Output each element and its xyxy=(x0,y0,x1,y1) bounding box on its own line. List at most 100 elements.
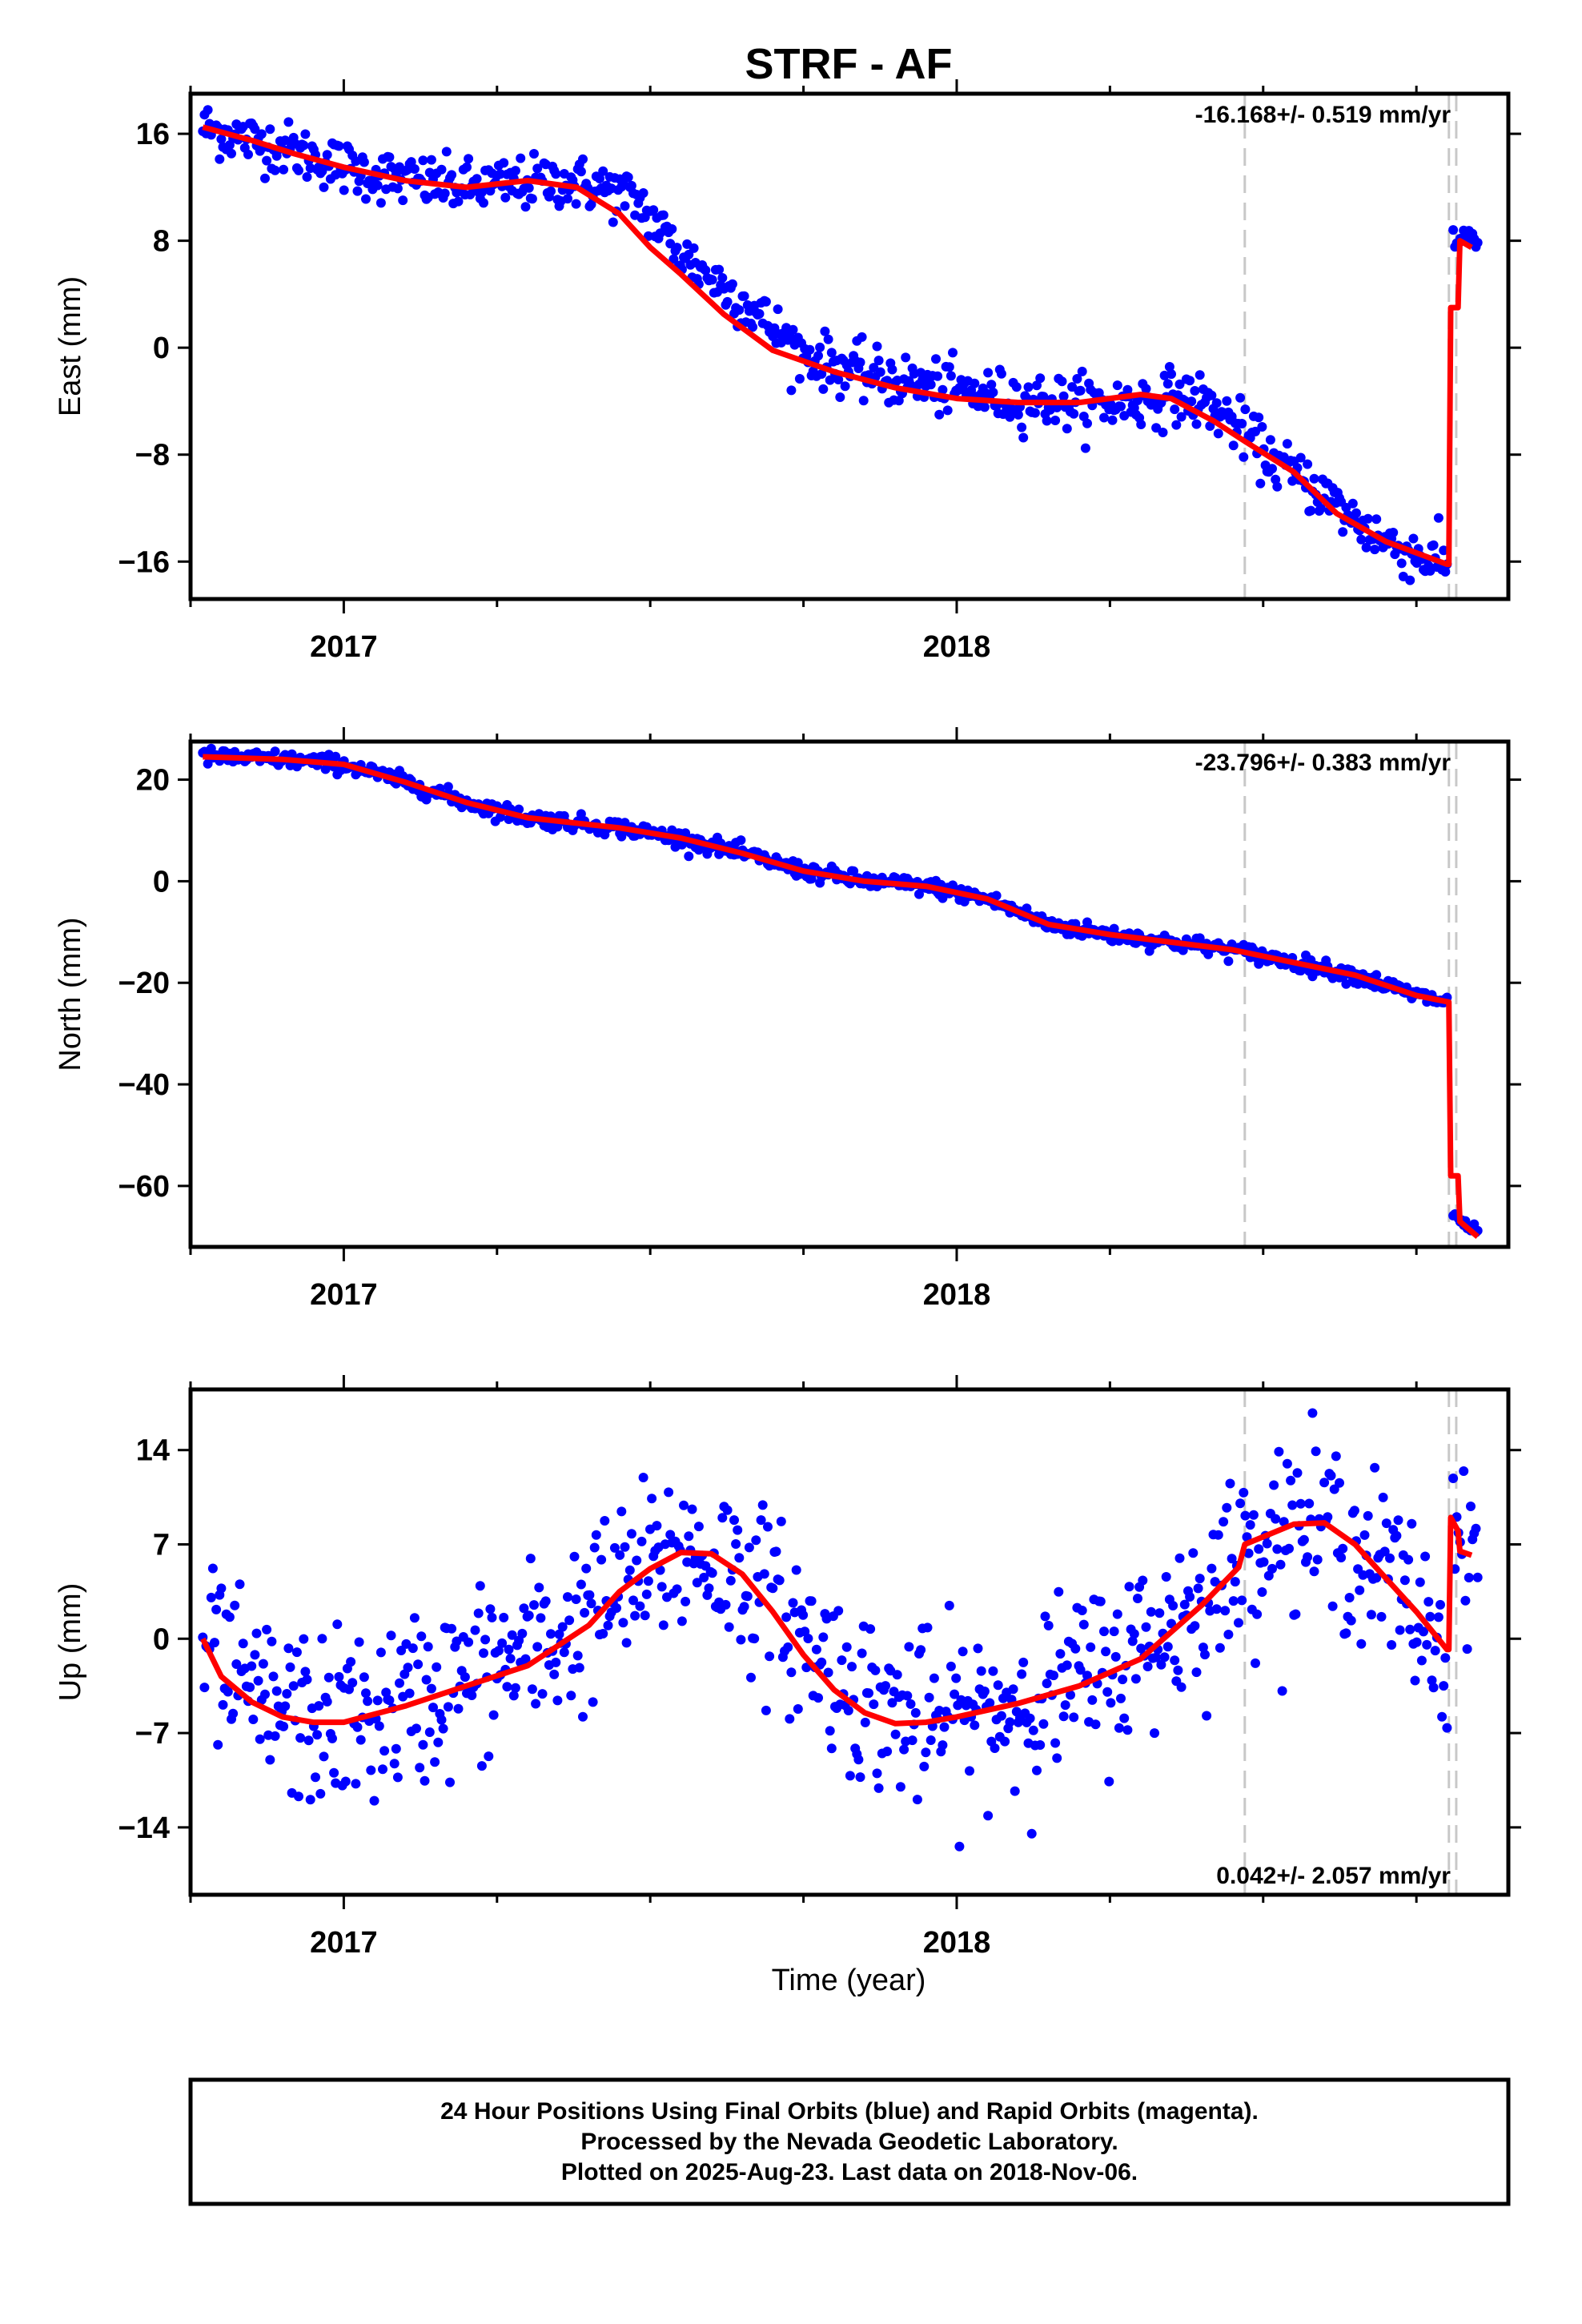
east-data-point xyxy=(761,296,771,307)
up-data-point xyxy=(783,1642,793,1652)
up-data-point xyxy=(389,1759,400,1769)
east-data-point xyxy=(938,384,948,395)
east-data-point xyxy=(794,374,805,384)
east-data-point xyxy=(1069,408,1079,419)
up-data-point xyxy=(699,1572,709,1582)
east-data-point xyxy=(1057,376,1067,387)
up-data-point xyxy=(1099,1626,1109,1637)
up-data-point xyxy=(248,1715,259,1724)
up-data-point xyxy=(302,1675,312,1685)
up-data-point xyxy=(223,1687,233,1697)
up-data-point xyxy=(245,1682,255,1692)
east-data-point xyxy=(1158,428,1168,437)
east-data-point xyxy=(1062,424,1072,434)
up-data-point xyxy=(1202,1711,1212,1721)
up-data-point xyxy=(1193,1583,1203,1594)
east-data-point xyxy=(453,196,464,207)
footer-line-3: Plotted on 2025-Aug-23. Last data on 201… xyxy=(561,2159,1138,2185)
north-data-point xyxy=(514,804,524,814)
up-data-point xyxy=(1363,1510,1373,1521)
north-data-point xyxy=(736,835,746,846)
east-data-point xyxy=(1211,398,1222,408)
east-data-point xyxy=(986,380,997,390)
up-data-point xyxy=(1101,1647,1111,1657)
up-data-point xyxy=(586,1598,596,1609)
up-data-point xyxy=(267,1636,277,1647)
up-data-point xyxy=(1286,1475,1296,1486)
up-data-point xyxy=(1166,1618,1176,1629)
up-data-point xyxy=(722,1505,733,1515)
up-data-point xyxy=(759,1569,769,1579)
east-data-point xyxy=(996,368,1006,379)
east-data-point xyxy=(1222,396,1232,406)
east-data-point xyxy=(563,194,572,204)
up-data-point xyxy=(598,1629,608,1638)
up-data-point xyxy=(505,1654,516,1664)
up-data-point xyxy=(833,1606,844,1616)
east-data-point xyxy=(339,185,349,195)
up-data-point xyxy=(1159,1652,1170,1663)
up-data-point xyxy=(1423,1597,1434,1607)
up-data-point xyxy=(1267,1563,1277,1574)
up-data-point xyxy=(1122,1725,1133,1735)
east-x-tick-label: 2018 xyxy=(923,630,991,664)
up-data-point xyxy=(218,1699,228,1710)
up-data-point xyxy=(255,1734,265,1744)
up-data-point xyxy=(806,1596,817,1606)
up-data-point xyxy=(993,1680,1003,1691)
east-data-point xyxy=(818,384,829,394)
up-data-point xyxy=(1291,1609,1301,1619)
east-data-point xyxy=(527,194,537,204)
up-data-point xyxy=(1129,1629,1139,1639)
north-plot-frame xyxy=(188,739,1511,1249)
east-data-point xyxy=(384,152,395,163)
up-data-point xyxy=(687,1504,697,1514)
up-data-point xyxy=(1239,1487,1249,1498)
up-data-point xyxy=(922,1622,933,1633)
up-rate-label: 0.042+/- 2.057 mm/yr xyxy=(1216,1863,1451,1889)
up-data-point xyxy=(363,1696,373,1707)
up-data-point xyxy=(1381,1518,1391,1529)
east-data-point xyxy=(510,166,520,176)
up-data-point xyxy=(1040,1611,1050,1622)
up-data-point xyxy=(1442,1723,1452,1733)
east-data-point xyxy=(532,163,543,174)
east-data-point xyxy=(875,367,885,377)
up-data-point xyxy=(1018,1657,1029,1667)
up-data-point xyxy=(1032,1765,1042,1775)
up-data-point xyxy=(899,1744,909,1755)
up-data-point xyxy=(1336,1553,1347,1562)
north-data-points xyxy=(198,743,1483,1237)
up-data-point xyxy=(1228,1596,1239,1606)
east-x-tick-label: 2017 xyxy=(310,630,378,664)
up-data-point xyxy=(424,1727,435,1737)
up-data-point xyxy=(1307,1408,1318,1418)
up-data-point xyxy=(428,1703,438,1713)
up-data-point xyxy=(725,1575,736,1586)
up-data-point xyxy=(280,1701,291,1711)
north-data-point xyxy=(793,858,803,868)
up-data-point xyxy=(1303,1552,1313,1562)
north-data-point xyxy=(849,866,859,876)
east-data-point xyxy=(620,201,630,211)
east-data-point xyxy=(372,180,383,191)
up-data-point xyxy=(938,1740,948,1751)
east-data-point xyxy=(1315,503,1326,513)
east-data-point xyxy=(722,296,733,307)
east-data-point xyxy=(1371,514,1382,525)
up-data-point xyxy=(520,1654,531,1664)
up-data-point xyxy=(1299,1534,1309,1545)
east-data-point xyxy=(1370,545,1380,555)
east-data-point xyxy=(499,158,509,168)
up-data-point xyxy=(487,1612,497,1622)
up-data-point xyxy=(416,1631,427,1642)
up-data-point xyxy=(552,1695,563,1706)
up-data-point xyxy=(392,1772,403,1783)
up-data-point xyxy=(432,1662,442,1672)
up-data-point xyxy=(540,1596,551,1606)
up-data-point xyxy=(1052,1753,1062,1763)
up-data-point xyxy=(369,1795,379,1806)
up-data-point xyxy=(418,1739,428,1750)
up-data-point xyxy=(954,1841,965,1852)
up-data-point xyxy=(1161,1572,1171,1582)
